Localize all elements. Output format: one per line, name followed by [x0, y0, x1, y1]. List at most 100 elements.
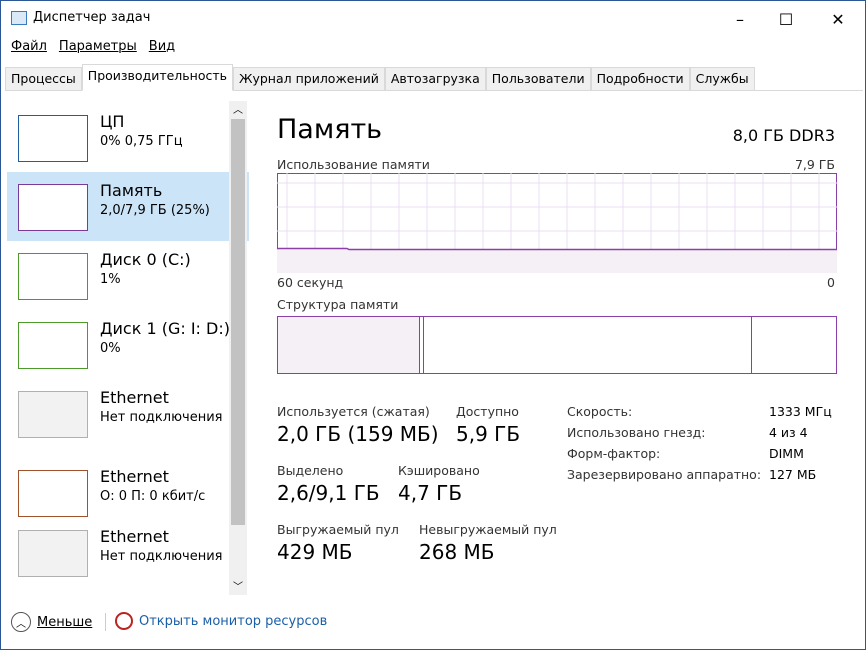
detail-row: Скорость: 1333 МГц	[567, 404, 832, 425]
sidebar-item-sub: Нет подключения	[100, 410, 223, 425]
sidebar-item-name: Диск 1 (G: I: D:)	[100, 319, 230, 338]
stat-value: 429 МБ	[277, 540, 353, 564]
sidebar-thumbnail	[18, 322, 88, 369]
in-use-segment	[278, 317, 420, 373]
sidebar-item[interactable]: Диск 0 (C:) 1%	[7, 241, 249, 310]
sidebar-thumbnail	[18, 530, 88, 577]
window-title: Диспетчер задач	[11, 10, 150, 25]
time-label: 60 секунд	[277, 275, 344, 290]
resource-monitor-icon	[115, 612, 133, 630]
detail-row: Форм-фактор: DIMM	[567, 446, 832, 467]
stat-value: 2,0 ГБ (159 МБ)	[277, 422, 439, 446]
sidebar-item[interactable]: Диск 1 (G: I: D:) 0%	[7, 310, 249, 379]
chevron-up-icon: ︿	[11, 612, 31, 632]
sidebar-thumbnail	[18, 470, 88, 517]
tab-performance[interactable]: Производительность	[81, 64, 233, 91]
menu-options[interactable]: Параметры	[58, 39, 137, 54]
stat-label: Выгружаемый пул	[277, 522, 399, 537]
sidebar-item-name: Ethernet	[100, 467, 169, 486]
sidebar-thumbnail	[18, 391, 88, 438]
scrollbar-thumb[interactable]	[231, 119, 245, 525]
usage-area	[277, 248, 837, 273]
detail-key: Форм-фактор:	[567, 446, 661, 461]
sidebar-item[interactable]: Ethernet Нет подключения	[7, 379, 249, 448]
detail-key: Зарезервировано аппаратно:	[567, 467, 762, 482]
usage-max: 7,9 ГБ	[794, 157, 835, 172]
fewer-details-button[interactable]: ︿ Меньше	[11, 612, 92, 632]
sidebar-item-name: Ethernet	[100, 388, 169, 407]
stat-label: Используется (сжатая)	[277, 404, 430, 419]
open-resource-monitor-link[interactable]: Открыть монитор ресурсов	[115, 612, 327, 630]
sidebar-item-name: ЦП	[100, 112, 125, 131]
tab-processes[interactable]: Процессы	[5, 67, 82, 90]
stat-block: Невыгружаемый пул 268 МБ	[419, 522, 557, 564]
detail-row: Использовано гнезд: 4 из 4	[567, 425, 832, 446]
usage-label: Использование памяти	[277, 157, 430, 172]
task-manager-icon	[11, 10, 27, 25]
menu-bar: Файл Параметры Вид	[11, 39, 175, 54]
sidebar-item-sub: 0% 0,75 ГГц	[100, 134, 183, 149]
stat-label: Доступно	[456, 404, 519, 419]
usage-line	[277, 247, 837, 251]
memory-composition-bar	[277, 316, 837, 374]
sidebar-item[interactable]: Ethernet Нет подключения	[7, 518, 249, 587]
modified-segment	[423, 317, 424, 373]
detail-key: Скорость:	[567, 404, 633, 419]
sidebar-item-sub: Нет подключения	[100, 549, 223, 564]
resource-monitor-label: Открыть монитор ресурсов	[139, 613, 328, 629]
maximize-button[interactable]: ☐	[778, 9, 794, 29]
detail-value: 1333 МГц	[769, 404, 832, 419]
stat-value: 2,6/9,1 ГБ	[277, 481, 380, 505]
detail-value: DIMM	[769, 446, 804, 461]
tab-details[interactable]: Подробности	[590, 67, 690, 90]
detail-key: Использовано гнезд:	[567, 425, 706, 440]
sidebar-item-sub: 2,0/7,9 ГБ (25%)	[100, 203, 210, 218]
memory-usage-graph	[277, 173, 837, 273]
divider	[105, 613, 106, 631]
memory-capacity: 8,0 ГБ DDR3	[732, 126, 835, 145]
stat-block: Используется (сжатая) 2,0 ГБ (159 МБ)	[277, 404, 439, 446]
sidebar-scrollbar[interactable]: ︿ ﹀	[229, 101, 247, 595]
resource-list: ЦП 0% 0,75 ГГц Память 2,0/7,9 ГБ (25%) Д…	[5, 101, 249, 597]
stat-value: 268 МБ	[419, 540, 495, 564]
stat-block: Выделено 2,6/9,1 ГБ	[277, 463, 380, 505]
sidebar-item[interactable]: Память 2,0/7,9 ГБ (25%)	[7, 172, 249, 241]
sidebar-thumbnail	[18, 184, 88, 231]
time-min: 0	[827, 275, 835, 290]
tab-app-history[interactable]: Журнал приложений	[233, 67, 385, 90]
scroll-down-icon[interactable]: ﹀	[233, 582, 243, 593]
sidebar-item-name: Память	[100, 181, 163, 200]
stat-label: Выделено	[277, 463, 344, 478]
scroll-up-icon[interactable]: ︿	[233, 105, 243, 116]
minimize-button[interactable]: –	[736, 9, 744, 29]
sidebar-item-sub: 1%	[100, 272, 121, 287]
stat-block: Выгружаемый пул 429 МБ	[277, 522, 399, 564]
menu-view[interactable]: Вид	[148, 39, 176, 54]
structure-label: Структура памяти	[277, 297, 399, 312]
page-title: Память	[277, 114, 383, 145]
sidebar-thumbnail	[18, 253, 88, 300]
detail-value: 4 из 4	[769, 425, 808, 440]
sidebar-item-sub: О: 0 П: 0 кбит/с	[100, 489, 206, 504]
stat-label: Кэшировано	[398, 463, 480, 478]
stat-block: Доступно 5,9 ГБ	[456, 404, 520, 446]
sidebar-item-name: Ethernet	[100, 527, 169, 546]
details-table: Скорость: 1333 МГц Использовано гнезд: 4 из…	[567, 404, 832, 488]
stat-value: 4,7 ГБ	[398, 481, 463, 505]
title-text: Диспетчер задач	[33, 10, 151, 25]
sidebar-thumbnail	[18, 115, 88, 162]
stat-block: Кэшировано 4,7 ГБ	[398, 463, 480, 505]
tab-startup[interactable]: Автозагрузка	[384, 67, 486, 90]
tab-users[interactable]: Пользователи	[485, 67, 591, 90]
menu-file[interactable]: Файл	[11, 39, 47, 54]
tab-services[interactable]: Службы	[689, 67, 755, 90]
sidebar-item[interactable]: Ethernet О: 0 П: 0 кбит/с	[7, 458, 249, 527]
sidebar-item[interactable]: ЦП 0% 0,75 ГГц	[7, 103, 249, 172]
sidebar-item-sub: 0%	[100, 341, 121, 356]
stat-label: Невыгружаемый пул	[419, 522, 557, 537]
detail-value: 127 МБ	[769, 467, 817, 482]
close-button[interactable]: ✕	[831, 9, 845, 29]
stat-value: 5,9 ГБ	[456, 422, 521, 446]
fewer-details-label: Меньше	[37, 614, 93, 630]
detail-row: Зарезервировано аппаратно: 127 МБ	[567, 467, 832, 488]
